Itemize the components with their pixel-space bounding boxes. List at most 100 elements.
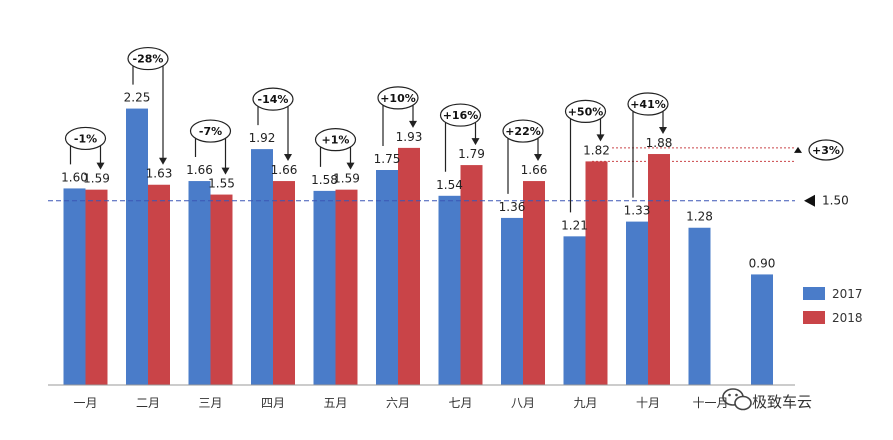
change-label: -1% [74, 132, 97, 145]
legend-swatch-2018 [803, 311, 825, 324]
arrow-down-icon [159, 157, 167, 165]
x-tick-label-9: 九月 [573, 396, 597, 410]
arrow-down-icon [96, 162, 105, 170]
change-callout-7: +16% [439, 103, 482, 172]
change-callout-9: +50% [564, 99, 607, 213]
value-label-2018-3: 1.55 [208, 177, 235, 191]
legend-label-2017: 2017 [832, 287, 863, 301]
callout-bubble [189, 119, 232, 143]
callout-bubble [127, 46, 169, 71]
change-label: -28% [133, 53, 164, 66]
arrow-down-icon [659, 127, 667, 135]
value-label-2018-7: 1.79 [458, 147, 485, 161]
reference-line-label: 1.50 [822, 194, 849, 208]
value-label-2018-4: 1.66 [271, 163, 298, 177]
value-label-2017-4: 1.92 [249, 131, 276, 145]
bar-2018-7 [460, 165, 483, 385]
bar-2018-8 [523, 181, 545, 385]
x-tick-label-7: 七月 [448, 396, 472, 410]
bar-2018-10 [648, 154, 670, 385]
bar-2017-9 [563, 236, 586, 385]
value-label-2017-3: 1.66 [186, 163, 213, 177]
arrow-down-icon [596, 134, 605, 142]
callout-bubble [627, 92, 669, 116]
x-tick-label-11: 十一月 [692, 396, 728, 410]
change-callout-1: -1% [64, 126, 107, 170]
bar-2018-5 [335, 189, 358, 385]
bar-2017-1 [63, 188, 86, 385]
value-label-2018-2: 1.63 [146, 167, 173, 181]
bar-2017-7 [438, 195, 461, 385]
bar-2017-11 [688, 227, 711, 385]
bar-2017-4 [251, 149, 273, 385]
bar-2017-8 [501, 217, 523, 385]
wechat-icon [722, 388, 752, 411]
value-label-2017-1: 1.60 [61, 170, 88, 184]
change-callout-3: -7% [189, 119, 232, 175]
legend-label-2018: 2018 [832, 311, 863, 325]
value-label-2018-6: 1.93 [396, 130, 423, 144]
value-label-2017-2: 2.25 [124, 91, 151, 105]
callout-bubble [564, 99, 607, 124]
bar-2018-1 [85, 189, 108, 385]
change-label: -14% [258, 93, 289, 106]
bar-2017-6 [376, 170, 398, 385]
callout-bracket [569, 110, 580, 213]
value-label-2017-9: 1.21 [561, 218, 588, 232]
value-label-2017-7: 1.54 [436, 178, 463, 192]
value-label-2017-8: 1.36 [499, 200, 526, 214]
x-tick-label-2: 二月 [136, 396, 160, 410]
value-label-2018-5: 1.59 [333, 172, 360, 186]
callout-bubble [439, 103, 482, 127]
change-callout-6: +10% [377, 86, 419, 146]
max-marker-bubble [808, 139, 844, 161]
change-callout-4: -14% [252, 87, 294, 162]
callout-bubble [252, 87, 294, 111]
change-callout-5: +1% [314, 128, 357, 170]
value-label-2017-11: 1.28 [686, 210, 713, 224]
callout-bubble [377, 86, 419, 110]
bar-2017-3 [188, 181, 211, 385]
value-label-2017-5: 1.58 [311, 173, 338, 187]
arrow-down-icon [471, 138, 480, 146]
callout-bubble [314, 128, 357, 152]
value-label-2017-10: 1.33 [624, 204, 651, 218]
value-label-2018-9: 1.82 [583, 143, 610, 157]
arrow-down-icon [346, 162, 355, 170]
change-callout-8: +22% [502, 119, 544, 194]
change-label: -7% [199, 125, 222, 138]
value-label-2017-6: 1.75 [374, 152, 401, 166]
x-tick-label-1: 一月 [73, 396, 97, 410]
x-tick-label-3: 三月 [198, 396, 222, 410]
x-tick-label-4: 四月 [261, 396, 285, 410]
x-tick-label-10: 十月 [636, 396, 660, 410]
bar-2017-10 [626, 221, 648, 385]
bar-2017-12 [751, 274, 773, 385]
watermark-text: 极致车云 [752, 393, 812, 411]
arrow-down-icon [221, 167, 230, 175]
arrow-down-icon [284, 154, 292, 162]
arrow-down-icon [534, 154, 542, 162]
bar-2018-4 [273, 181, 295, 385]
value-label-2018-1: 1.59 [83, 172, 110, 186]
value-label-2018-8: 1.66 [521, 163, 548, 177]
legend-swatch-2017 [803, 287, 825, 300]
bar-2017-2 [126, 108, 148, 386]
callout-bubble [502, 119, 544, 143]
callout-bracket [154, 57, 164, 163]
callout-bracket [632, 103, 642, 198]
change-label: +22% [505, 125, 541, 138]
watermark: 极致车云 [722, 388, 812, 411]
change-label: +10% [380, 92, 416, 105]
change-label: +1% [322, 134, 350, 147]
max-marker-label: +3% [812, 144, 840, 157]
x-tick-label-5: 五月 [323, 396, 347, 410]
callout-bubble [64, 126, 107, 151]
value-label-2017-12: 0.90 [749, 256, 776, 270]
change-label: +50% [568, 105, 604, 118]
change-label: +41% [630, 98, 666, 111]
bar-2018-6 [398, 147, 420, 385]
bar-2018-9 [585, 161, 608, 385]
x-tick-label-8: 八月 [511, 396, 535, 410]
